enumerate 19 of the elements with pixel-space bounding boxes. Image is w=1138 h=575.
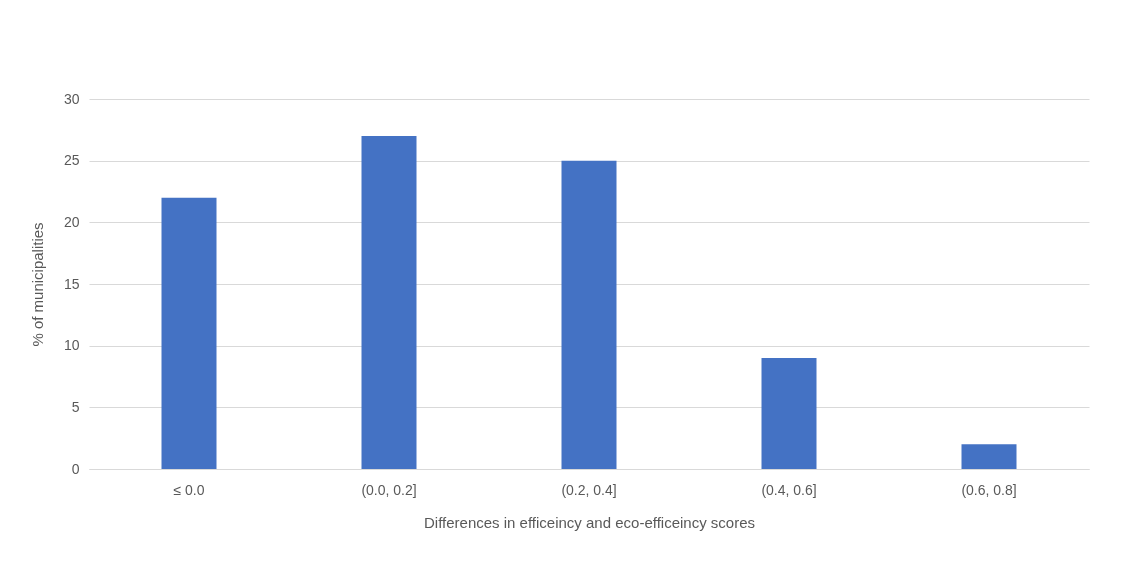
x-tick-label: (0.4, 0.6] — [761, 481, 817, 498]
x-tick-label: (0.2, 0.4] — [561, 481, 617, 498]
x-tick-label: (0.0, 0.2] — [361, 481, 417, 498]
bar — [561, 160, 617, 469]
y-tick-label: 5 — [71, 398, 80, 415]
bar — [761, 358, 817, 469]
x-tick-label: (0.6, 0.8] — [961, 481, 1017, 498]
y-tick-label: 10 — [63, 337, 80, 354]
bar — [961, 444, 1017, 469]
x-tick-label: ≤ 0.0 — [173, 481, 205, 498]
y-tick-label: 15 — [63, 275, 80, 292]
y-tick-label: 25 — [63, 152, 80, 169]
y-tick-label: 0 — [71, 460, 80, 477]
y-tick-label: 20 — [63, 213, 80, 230]
x-axis-title: Differences in efficeincy and eco-efficeincy scores — [423, 513, 756, 531]
bar — [361, 136, 417, 469]
bar — [161, 197, 217, 469]
y-tick-label: 30 — [63, 90, 80, 107]
y-axis-title: % of municipalities — [28, 222, 46, 347]
